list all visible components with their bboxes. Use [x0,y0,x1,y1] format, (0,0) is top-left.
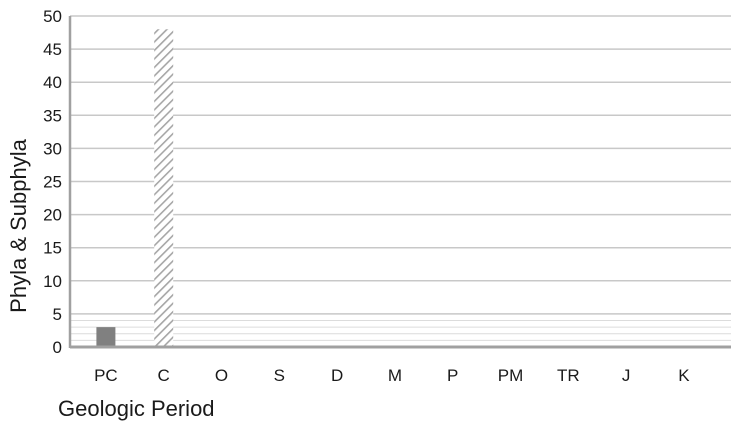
x-tick-label: P [447,366,458,385]
y-tick-label: 5 [53,305,62,324]
x-tick-label: O [215,366,228,385]
y-tick-label: 20 [43,206,62,225]
y-axis-title: Phyla & Subphyla [6,138,31,312]
bar-pc [96,327,116,347]
x-tick-label: J [622,366,631,385]
y-tick-label: 15 [43,239,62,258]
y-tick-label: 35 [43,106,62,125]
x-axis-title: Geologic Period [58,396,215,421]
x-tick-label: PC [94,366,118,385]
x-tick-label: C [158,366,170,385]
x-tick-label: M [388,366,402,385]
y-tick-label: 30 [43,139,62,158]
y-tick-label: 25 [43,173,62,192]
y-tick-label: 10 [43,272,62,291]
y-tick-label: 0 [53,338,62,357]
y-tick-label: 45 [43,40,62,59]
labels: 05101520253035404550PCCOSDMPPMTRJKTQUNKN… [43,7,690,385]
bar-c [154,29,174,348]
x-tick-label: S [274,366,285,385]
x-tick-label: PM [498,366,524,385]
x-tick-label: TR [557,366,580,385]
bars [96,29,174,348]
y-tick-label: 50 [43,7,62,26]
gridlines [70,15,731,341]
axes [68,16,731,349]
y-tick-label: 40 [43,73,62,92]
x-tick-label: K [678,366,690,385]
x-tick-label: D [331,366,343,385]
